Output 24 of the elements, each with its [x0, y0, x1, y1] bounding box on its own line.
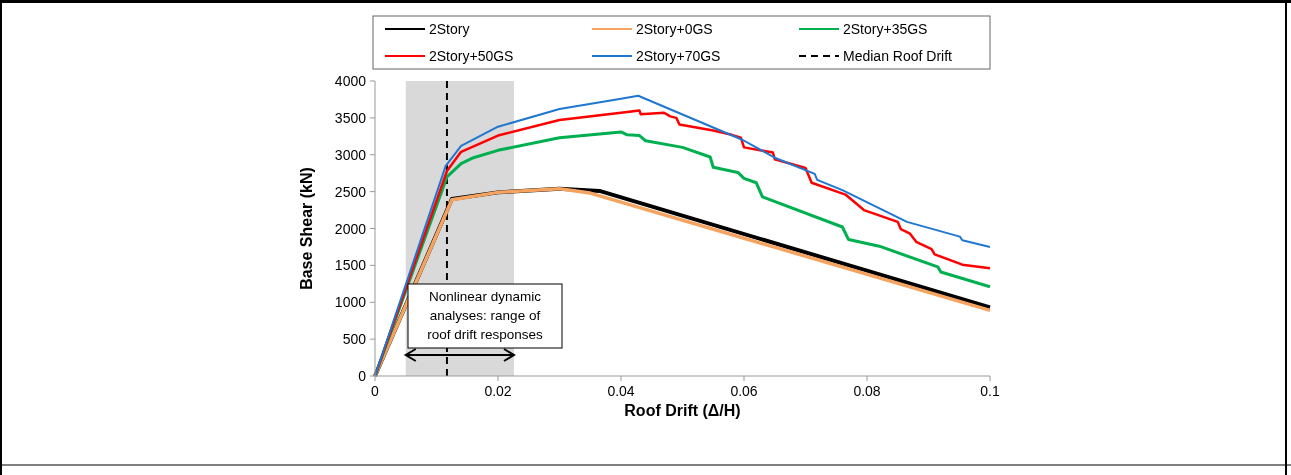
y-tick-label: 2000 — [334, 220, 367, 237]
y-tick-label: 0 — [358, 368, 367, 384]
x-axis-title: Roof Drift (Δ/H) — [624, 402, 741, 419]
legend-label: 2Story+35GS — [843, 21, 928, 37]
x-tick-label: 0.06 — [730, 383, 758, 399]
legend-label: Median Roof Drift — [843, 48, 953, 64]
y-tick-label: 1000 — [334, 294, 367, 311]
y-tick-label: 3000 — [334, 146, 367, 163]
x-tick-label: 0.02 — [484, 383, 512, 399]
legend-label: 2Story+70GS — [636, 48, 721, 64]
y-tick-label: 2500 — [334, 183, 367, 200]
annotation: Nonlinear dynamic analyses: range of roof drift responses — [427, 289, 544, 342]
x-tick-label: 0.04 — [607, 383, 635, 399]
x-tick-label: 0.1 — [980, 383, 1000, 399]
y-tick-label: 4000 — [334, 73, 367, 89]
y-axis-title: Base Shear (kN) — [298, 167, 315, 290]
x-tick-label: 0.08 — [853, 383, 881, 399]
x-tick-label: 0 — [371, 383, 380, 399]
y-tick-label: 1500 — [334, 257, 367, 274]
legend-label: 2Story+50GS — [429, 48, 514, 64]
y-tick-label: 500 — [342, 331, 367, 348]
legend-label: 2Story — [429, 21, 470, 37]
legend-label: 2Story+0GS — [636, 21, 713, 37]
y-tick-label: 3500 — [334, 109, 367, 126]
